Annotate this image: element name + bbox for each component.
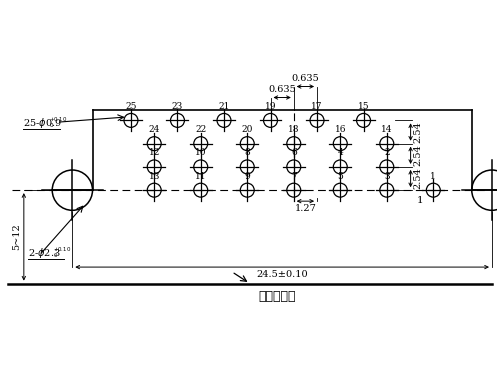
Text: 15: 15 xyxy=(358,102,370,111)
Text: 5~12: 5~12 xyxy=(12,223,21,250)
Text: 1.27: 1.27 xyxy=(294,204,316,214)
Text: 16: 16 xyxy=(334,125,346,134)
Text: 2.54: 2.54 xyxy=(414,121,422,143)
Text: 24: 24 xyxy=(148,125,160,134)
Text: 8: 8 xyxy=(244,148,250,157)
Text: 23: 23 xyxy=(172,102,183,111)
Text: 1: 1 xyxy=(416,196,423,205)
Text: 1: 1 xyxy=(430,172,436,180)
Text: 11: 11 xyxy=(195,172,206,180)
Text: 18: 18 xyxy=(288,125,300,134)
Text: 3: 3 xyxy=(384,172,390,180)
Text: 7: 7 xyxy=(291,172,296,180)
Text: 2: 2 xyxy=(384,148,390,157)
Text: 4: 4 xyxy=(338,148,343,157)
Text: 25-$\phi$0.9: 25-$\phi$0.9 xyxy=(23,116,62,130)
Text: 0.635: 0.635 xyxy=(292,74,320,83)
Text: 印制板边缘: 印制板边缘 xyxy=(258,290,296,303)
Text: 2.54: 2.54 xyxy=(414,168,422,189)
Text: 24.5±0.10: 24.5±0.10 xyxy=(256,270,308,280)
Text: 13: 13 xyxy=(148,172,160,180)
Text: 14: 14 xyxy=(381,125,392,134)
Text: $^{+0.10}_{0}$: $^{+0.10}_{0}$ xyxy=(50,115,68,130)
Text: 25: 25 xyxy=(125,102,136,111)
Text: 6: 6 xyxy=(291,148,296,157)
Text: 2-$\phi$2.3: 2-$\phi$2.3 xyxy=(28,247,61,260)
Text: 17: 17 xyxy=(312,102,323,111)
Text: 9: 9 xyxy=(244,172,250,180)
Text: $^{+0.10}_{0}$: $^{+0.10}_{0}$ xyxy=(53,245,72,260)
Text: 22: 22 xyxy=(195,125,206,134)
Text: 2.54: 2.54 xyxy=(414,144,422,166)
Text: 5: 5 xyxy=(338,172,343,180)
Text: 19: 19 xyxy=(265,102,276,111)
Text: 20: 20 xyxy=(242,125,253,134)
Text: 21: 21 xyxy=(218,102,230,111)
Text: 12: 12 xyxy=(148,148,160,157)
Text: 0.635: 0.635 xyxy=(268,85,296,94)
Text: 10: 10 xyxy=(195,148,206,157)
